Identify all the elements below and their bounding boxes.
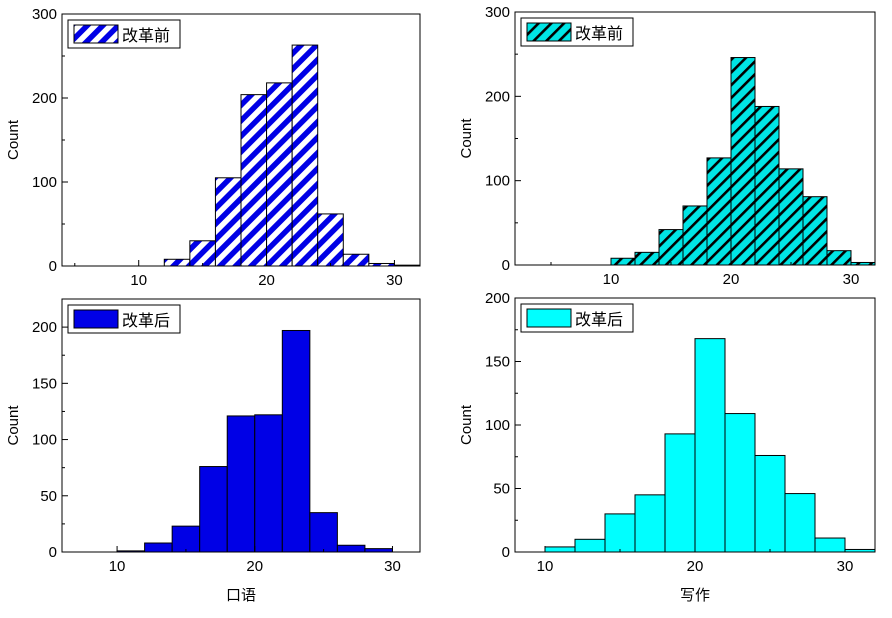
legend: 改革后	[520, 303, 634, 333]
x-tick-label: 10	[109, 558, 126, 575]
x-tick-label: 30	[386, 272, 403, 289]
histogram-bar	[291, 44, 319, 267]
histogram-bar	[730, 57, 756, 266]
histogram-bar	[814, 537, 846, 553]
y-axis-label: Count	[5, 119, 22, 160]
y-tick-label: 150	[32, 375, 57, 392]
y-tick-label: 300	[485, 4, 510, 21]
x-tick-label: 20	[258, 272, 275, 289]
histogram-bar	[574, 538, 606, 553]
y-axis-label: Count	[458, 404, 475, 445]
legend-label: 改革前	[122, 26, 170, 45]
y-tick-label: 100	[485, 173, 510, 190]
histogram-bar	[664, 433, 696, 553]
legend-label: 改革后	[575, 310, 623, 329]
histogram-bar	[694, 338, 726, 553]
chart-panel-1: 0 100 200 300 10 20 30 Count 改革前	[5, 6, 421, 289]
chart-panel-3: 0 50 100 150 200 10 20 30 Count 口语 改革后	[5, 298, 421, 604]
y-tick-label: 200	[32, 319, 57, 336]
y-tick-label: 200	[485, 290, 510, 307]
x-tick-label: 10	[130, 272, 147, 289]
histogram-bar	[634, 494, 666, 553]
x-tick-label: 30	[384, 558, 401, 575]
histogram-bar	[144, 542, 173, 553]
legend-swatch	[526, 22, 572, 42]
histogram-bar	[226, 415, 256, 553]
y-tick-label: 200	[32, 90, 57, 107]
y-axis-label: Count	[5, 405, 22, 446]
histogram-bar	[336, 544, 366, 553]
y-tick-label: 150	[485, 354, 510, 371]
legend-label: 改革后	[122, 311, 170, 330]
histogram-bar	[240, 94, 268, 267]
histogram-bar	[784, 493, 816, 553]
histogram-bar	[342, 253, 370, 267]
histogram-bar	[309, 512, 338, 553]
y-tick-label: 0	[49, 544, 57, 561]
legend: 改革前	[67, 19, 181, 49]
y-tick-label: 0	[502, 257, 510, 274]
histogram-bar	[802, 196, 828, 266]
plot-frame	[61, 298, 421, 553]
histogram-bar	[754, 105, 780, 266]
legend-swatch	[73, 309, 119, 329]
y-tick-label: 200	[485, 88, 510, 105]
y-tick-label: 50	[40, 488, 57, 505]
x-tick-label: 10	[603, 271, 620, 288]
histogram-bar	[634, 251, 660, 266]
histogram-bar	[604, 513, 636, 553]
histogram-bar	[163, 258, 191, 267]
legend-swatch	[73, 24, 119, 44]
histogram-bar	[364, 548, 393, 553]
y-tick-label: 100	[485, 417, 510, 434]
x-axis-label: 口语	[226, 586, 256, 604]
chart-panel-2: 0 100 200 300 10 20 30 Count 改革前	[458, 4, 876, 288]
histogram-bar	[199, 466, 228, 553]
histogram-bar	[544, 546, 576, 553]
legend-swatch	[526, 308, 572, 328]
x-tick-label: 10	[537, 558, 554, 575]
y-tick-label: 0	[49, 258, 57, 275]
histogram-bar	[266, 82, 293, 267]
histogram-bar	[189, 240, 216, 267]
histogram-bar	[706, 157, 732, 266]
y-tick-label: 300	[32, 6, 57, 23]
histogram-bar	[682, 205, 708, 266]
histogram-bar	[214, 177, 242, 267]
y-axis-label: Count	[458, 118, 475, 159]
histogram-bar	[826, 250, 852, 266]
histogram-bar	[658, 229, 684, 266]
histogram-bar	[778, 168, 804, 266]
legend-label: 改革前	[575, 24, 623, 43]
x-tick-label: 20	[246, 558, 263, 575]
x-tick-label: 30	[843, 271, 860, 288]
y-tick-label: 50	[493, 481, 510, 498]
legend: 改革前	[520, 17, 634, 47]
x-tick-label: 20	[723, 271, 740, 288]
chart-panel-4: 0 50 100 150 200 10 20 30 Count 写作 改革后	[458, 290, 876, 604]
x-axis-label: 写作	[680, 586, 710, 604]
histogram-bar	[317, 213, 344, 267]
histogram-bar	[754, 454, 786, 553]
histogram-bar	[254, 414, 283, 553]
histogram-bar	[171, 525, 201, 553]
legend: 改革后	[67, 304, 181, 334]
x-tick-label: 30	[837, 558, 854, 575]
histogram-bar	[281, 329, 311, 553]
x-tick-label: 20	[687, 558, 704, 575]
histogram-bar	[724, 413, 756, 553]
histogram-bar	[610, 257, 636, 266]
y-tick-label: 0	[502, 544, 510, 561]
y-tick-label: 100	[32, 174, 57, 191]
y-tick-label: 100	[32, 432, 57, 449]
